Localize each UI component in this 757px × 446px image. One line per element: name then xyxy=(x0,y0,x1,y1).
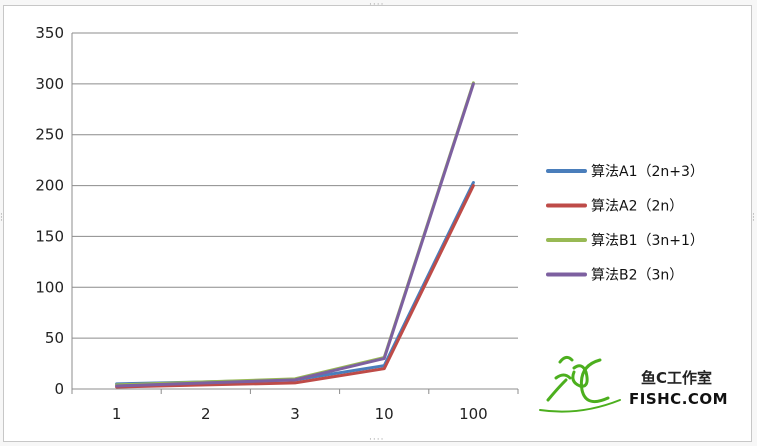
y-tick-label-300: 300 xyxy=(35,75,64,93)
bottom-resize-handle[interactable]: ···· xyxy=(369,435,385,445)
x-tick-label-100: 100 xyxy=(459,405,488,423)
series-lines xyxy=(115,81,475,389)
y-tick-label-250: 250 xyxy=(35,126,64,144)
y-tick-label-350: 350 xyxy=(35,24,64,42)
y-tick-label-100: 100 xyxy=(35,278,64,296)
gridlines xyxy=(71,32,519,394)
y-axis-tick-labels: 0 50 100 150 200 250 300 350 xyxy=(35,24,64,398)
x-tick-label-10: 10 xyxy=(375,405,394,423)
watermark-site-text: FISHC.COM xyxy=(629,390,728,408)
y-tick-label-150: 150 xyxy=(35,227,64,245)
legend: 算法A1（2n+3） 算法A2（2n） 算法B1（3n+1） 算法B2（3n） xyxy=(546,164,704,284)
series-line-3[interactable] xyxy=(115,81,475,387)
x-tick-label-1: 1 xyxy=(112,405,122,423)
legend-label-3: 算法B1（3n+1） xyxy=(591,233,704,249)
x-tick-label-3: 3 xyxy=(290,405,300,423)
y-tick-label-0: 0 xyxy=(54,380,64,398)
y-tick-label-200: 200 xyxy=(35,177,64,195)
x-axis-tick-labels: 1 2 3 10 100 xyxy=(112,405,488,423)
fishc-watermark: 鱼C工作室 FISHC.COM xyxy=(539,355,728,413)
legend-label-1: 算法A1（2n+3） xyxy=(591,164,704,180)
top-resize-handle[interactable]: ···· xyxy=(369,0,385,10)
x-tick-label-2: 2 xyxy=(201,405,211,423)
watermark-logo-text: 鱼C工作室 xyxy=(641,369,712,387)
left-resize-handle[interactable]: · · · xyxy=(0,210,3,226)
series-line-4[interactable] xyxy=(115,82,475,388)
legend-label-4: 算法B2（3n） xyxy=(591,268,683,284)
series-line-2[interactable] xyxy=(115,184,475,389)
series-line-1[interactable] xyxy=(115,181,475,386)
right-resize-handle[interactable]: · · · xyxy=(752,210,755,226)
y-tick-label-50: 50 xyxy=(45,329,64,347)
legend-label-2: 算法A2（2n） xyxy=(591,199,683,215)
fishc-signature-logo xyxy=(539,355,621,413)
